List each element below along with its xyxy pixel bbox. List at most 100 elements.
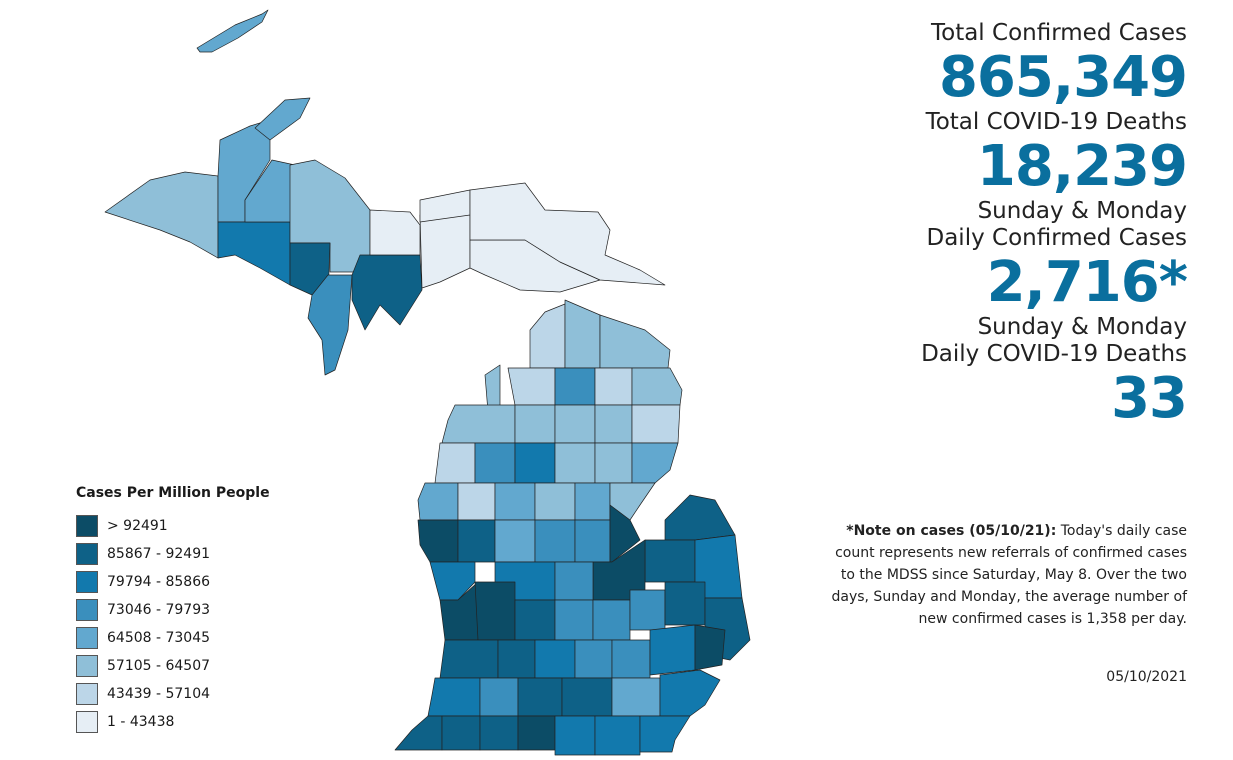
county-newaygo[interactable]	[457, 519, 496, 563]
county-van-buren[interactable]	[427, 677, 481, 717]
total-cases-label: Total Confirmed Cases	[930, 20, 1187, 46]
county-wexford[interactable]	[474, 442, 516, 484]
county-monroe[interactable]	[639, 715, 691, 753]
county-presque-isle[interactable]	[599, 314, 671, 369]
county-kalkaska[interactable]	[554, 404, 596, 444]
county-crawford[interactable]	[594, 404, 633, 444]
county-alcona[interactable]	[631, 404, 681, 444]
total-deaths-label: Total COVID-19 Deaths	[925, 109, 1187, 135]
county-washtenaw[interactable]	[611, 677, 661, 717]
legend-label: 43439 - 57104	[107, 686, 211, 702]
legend-label: 64508 - 73045	[107, 630, 211, 646]
legend-swatch	[76, 543, 98, 565]
county-alger[interactable]	[369, 209, 421, 256]
county-clinton[interactable]	[554, 599, 594, 641]
county-cass[interactable]	[441, 715, 481, 751]
total-deaths-value: 18,239	[976, 134, 1188, 199]
county-gratiot[interactable]	[554, 561, 594, 601]
county-kent[interactable]	[474, 581, 516, 641]
county-bay[interactable]	[609, 504, 641, 563]
county-genesee[interactable]	[629, 589, 666, 631]
county-ogemaw[interactable]	[594, 442, 633, 484]
daily-cases-label-line1: Sunday & Monday	[977, 198, 1187, 224]
legend-swatch	[76, 571, 98, 593]
county-oakland[interactable]	[649, 624, 696, 676]
legend-items: > 92491 85867 - 92491 79794 - 85866 7304…	[76, 512, 336, 736]
legend: Cases Per Million People > 92491 85867 -…	[76, 485, 336, 736]
county-berrien[interactable]	[394, 715, 443, 751]
daily-cases-label-line2: Daily Confirmed Cases	[926, 225, 1188, 251]
county-shiawassee[interactable]	[592, 599, 631, 641]
legend-item: > 92491	[76, 512, 336, 540]
county-manistee[interactable]	[434, 442, 476, 484]
legend-swatch	[76, 515, 98, 537]
county-schoolcraft[interactable]	[419, 211, 471, 289]
county-kalamazoo[interactable]	[479, 677, 519, 717]
daily-deaths-label-line1: Sunday & Monday	[977, 314, 1187, 340]
cases-note: *Note on cases (05/10/21): Today's daily…	[817, 520, 1187, 630]
county-osceola[interactable]	[494, 482, 536, 521]
county-tuscola[interactable]	[644, 539, 696, 583]
county-isle-royale[interactable]	[196, 9, 269, 53]
county-hillsdale[interactable]	[554, 715, 596, 756]
county-delta[interactable]	[351, 254, 423, 331]
legend-title: Cases Per Million People	[76, 485, 270, 501]
legend-label: 57105 - 64507	[107, 658, 211, 674]
county-jackson[interactable]	[561, 677, 613, 717]
county-huron[interactable]	[664, 494, 736, 541]
report-date: 05/10/2021	[1106, 669, 1187, 685]
legend-swatch	[76, 627, 98, 649]
legend-swatch	[76, 599, 98, 621]
legend-item: 79794 - 85866	[76, 568, 336, 596]
county-antrim[interactable]	[554, 367, 596, 406]
county-grand-traverse[interactable]	[514, 404, 556, 444]
legend-label: 1 - 43438	[107, 714, 175, 730]
legend-item: 73046 - 79793	[76, 596, 336, 624]
county-lapeer[interactable]	[664, 581, 706, 626]
legend-item: 57105 - 64507	[76, 652, 336, 680]
county-keweenaw[interactable]	[254, 97, 311, 141]
county-iron[interactable]	[217, 221, 291, 286]
county-gladwin[interactable]	[574, 482, 611, 521]
county-chippewa[interactable]	[469, 182, 666, 286]
county-barry[interactable]	[497, 639, 536, 679]
county-benzie[interactable]	[441, 404, 516, 444]
county-livingston[interactable]	[611, 639, 651, 679]
legend-item: 43439 - 57104	[76, 680, 336, 708]
county-iosco[interactable]	[631, 442, 679, 484]
county-gogebic[interactable]	[104, 171, 219, 259]
county-eaton[interactable]	[534, 639, 576, 679]
legend-label: 73046 - 79793	[107, 602, 211, 618]
michigan-county-map	[104, 9, 751, 756]
county-wayne[interactable]	[659, 669, 721, 717]
county-lenawee[interactable]	[594, 715, 641, 756]
county-midland[interactable]	[574, 519, 611, 563]
county-ionia[interactable]	[514, 599, 556, 641]
county-muskegon[interactable]	[429, 561, 476, 601]
county-branch[interactable]	[517, 715, 556, 751]
county-montmorency[interactable]	[594, 367, 633, 406]
county-emmet[interactable]	[529, 303, 566, 369]
county-calhoun[interactable]	[517, 677, 563, 717]
county-mason[interactable]	[417, 482, 459, 521]
county-macomb[interactable]	[694, 624, 726, 671]
county-isabella[interactable]	[534, 519, 576, 563]
county-lake[interactable]	[457, 482, 496, 521]
county-st-joseph[interactable]	[479, 715, 519, 751]
county-roscommon[interactable]	[554, 442, 596, 484]
daily-deaths-label-line2: Daily COVID-19 Deaths	[921, 341, 1187, 367]
county-alpena[interactable]	[631, 367, 683, 406]
note-heading: *Note on cases (05/10/21):	[846, 523, 1057, 539]
county-charlevoix[interactable]	[507, 367, 556, 406]
legend-swatch	[76, 683, 98, 705]
county-ingham[interactable]	[574, 639, 613, 679]
county-mecosta[interactable]	[494, 519, 536, 563]
county-menominee[interactable]	[307, 274, 353, 376]
county-missaukee[interactable]	[514, 442, 556, 484]
county-allegan[interactable]	[439, 639, 499, 679]
county-oceana[interactable]	[417, 519, 459, 563]
county-clare[interactable]	[534, 482, 576, 521]
county-cheboygan[interactable]	[564, 299, 601, 369]
stats-panel: Total Confirmed Cases 865,349 Total COVI…	[767, 20, 1188, 430]
legend-label: 79794 - 85866	[107, 574, 211, 590]
